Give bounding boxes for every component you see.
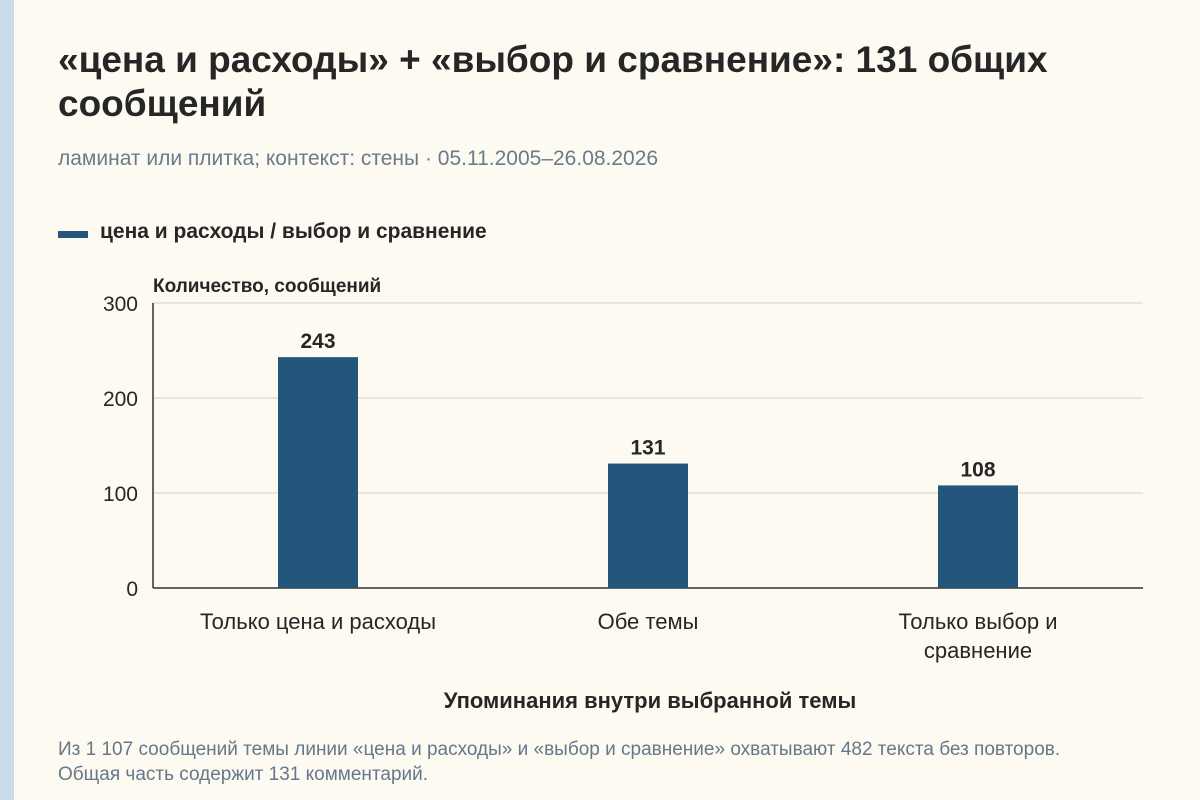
bar	[938, 485, 1018, 588]
legend: цена и расходы / выбор и сравнение	[58, 220, 487, 244]
y-axis-label: Количество, сообщений	[153, 276, 381, 297]
y-tick-label: 0	[126, 578, 138, 601]
chart-subtitle: ламинат или плитка; контекст: стены · 05…	[58, 147, 659, 170]
footnote: Из 1 107 сообщений темы линии «цена и ра…	[58, 739, 1061, 785]
y-tick-label: 200	[103, 388, 138, 411]
bar-value-label: 243	[300, 330, 335, 353]
left-accent-stripe	[0, 0, 14, 800]
bar-value-label: 108	[960, 458, 995, 481]
y-tick-label: 100	[103, 483, 138, 506]
chart-title: «цена и расходы» + «выбор и сравнение»: …	[58, 39, 1048, 124]
legend-label: цена и расходы / выбор и сравнение	[100, 220, 487, 243]
x-tick-label: Только цена и расходы	[200, 609, 436, 634]
bar	[608, 463, 688, 588]
legend-swatch	[58, 230, 88, 238]
bar	[278, 357, 358, 588]
bar-value-label: 131	[630, 437, 665, 460]
x-tick-label: Только выбор и сравнение	[899, 609, 1058, 663]
x-axis-label: Упоминания внутри выбранной темы	[444, 688, 857, 713]
x-tick-label: Обе темы	[598, 609, 699, 634]
y-tick-label: 300	[103, 293, 138, 316]
